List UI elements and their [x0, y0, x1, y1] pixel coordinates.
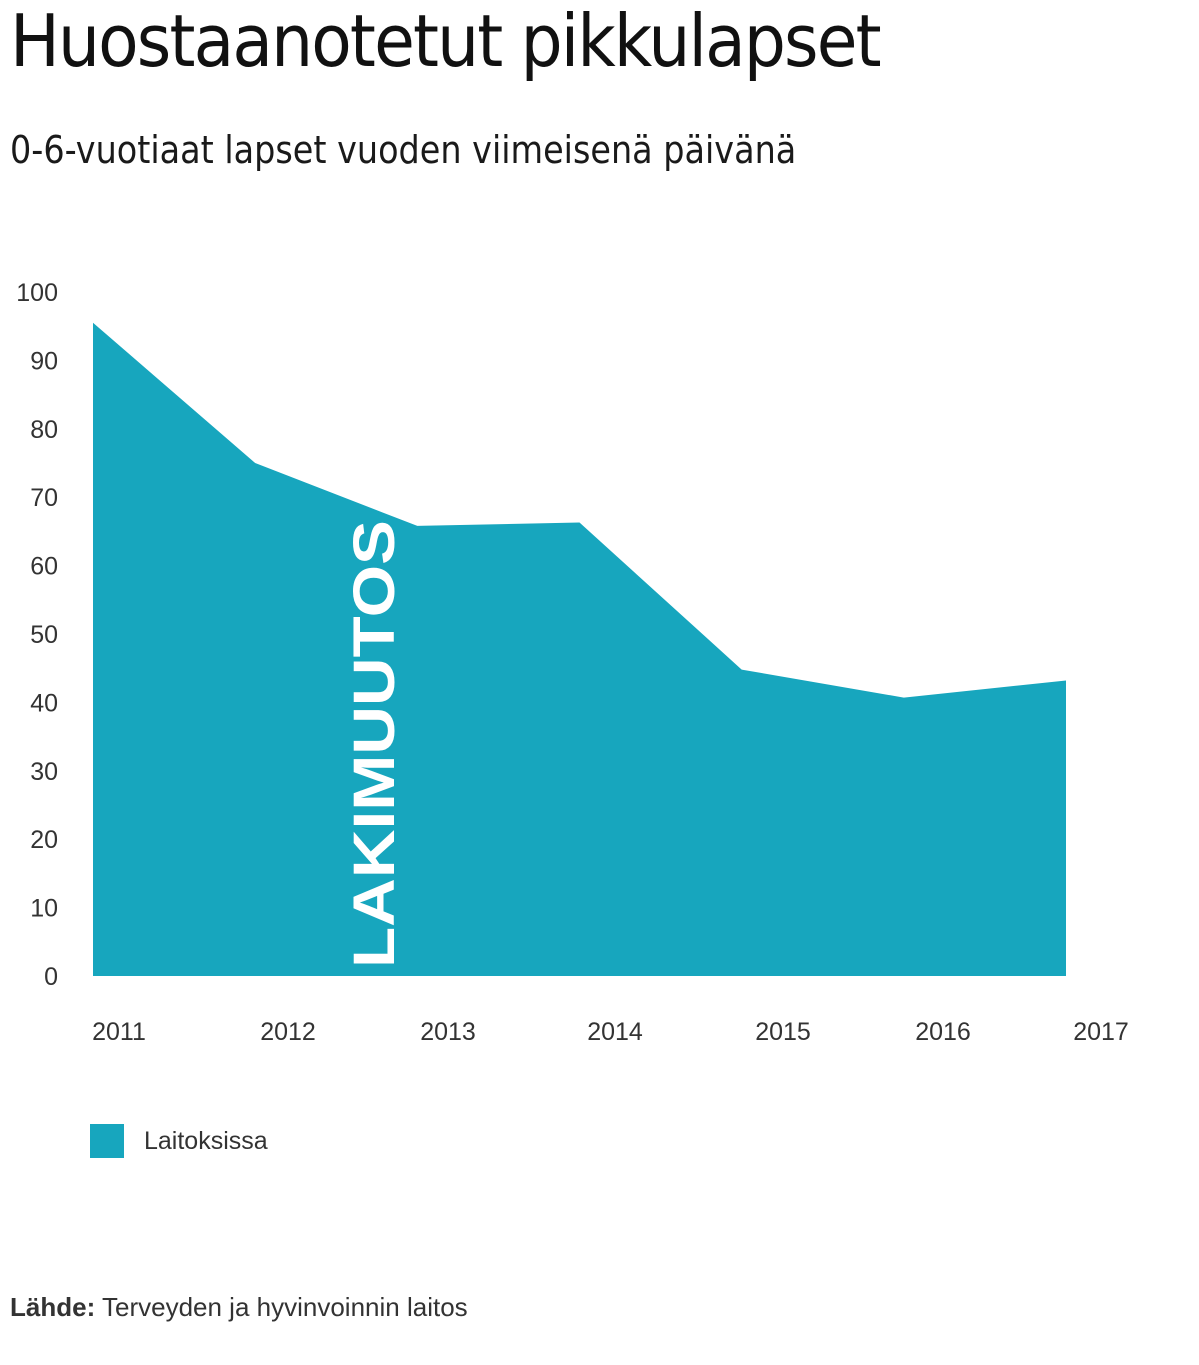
- chart-subtitle: 0-6-vuotiaat lapset vuoden viimeisenä pä…: [10, 128, 797, 172]
- y-tick-label-30: 30: [30, 758, 58, 786]
- y-tick-label-60: 60: [30, 553, 58, 581]
- area-series-laitoksissa: [93, 322, 1066, 976]
- y-tick-label-90: 90: [30, 347, 58, 375]
- x-tick-label-2017: 2017: [1073, 1018, 1129, 1046]
- y-tick-label-40: 40: [30, 689, 58, 717]
- legend: Laitoksissa: [90, 1124, 268, 1158]
- y-tick-label-20: 20: [30, 826, 58, 854]
- y-tick-label-80: 80: [30, 416, 58, 444]
- y-tick-label-10: 10: [30, 895, 58, 923]
- x-tick-label-2015: 2015: [755, 1018, 811, 1046]
- y-tick-label-70: 70: [30, 484, 58, 512]
- source-note: Lähde: Terveyden ja hyvinvoinnin laitos: [10, 1292, 468, 1323]
- y-tick-label-100: 100: [16, 279, 58, 307]
- y-tick-label-50: 50: [30, 621, 58, 649]
- x-tick-label-2011: 2011: [92, 1018, 146, 1046]
- x-tick-label-2016: 2016: [915, 1018, 971, 1046]
- legend-swatch-laitoksissa: [90, 1124, 124, 1158]
- source-text: Terveyden ja hyvinvoinnin laitos: [102, 1292, 468, 1322]
- area-chart: 0 10 20 30 40 50 60 70 80 90 100 2011 2012 2013 2014 20…: [16, 279, 1129, 1046]
- x-tick-label-2014: 2014: [587, 1018, 643, 1046]
- source-label: Lähde:: [10, 1292, 96, 1322]
- y-tick-label-0: 0: [44, 963, 58, 991]
- x-tick-label-2013: 2013: [420, 1018, 476, 1046]
- legend-label-laitoksissa: Laitoksissa: [144, 1126, 268, 1155]
- chart-title: Huostaanotetut pikkulapset: [10, 0, 882, 83]
- x-tick-label-2012: 2012: [260, 1018, 316, 1046]
- annotation-lakimuutos: LAKIMUUTOS: [342, 520, 407, 968]
